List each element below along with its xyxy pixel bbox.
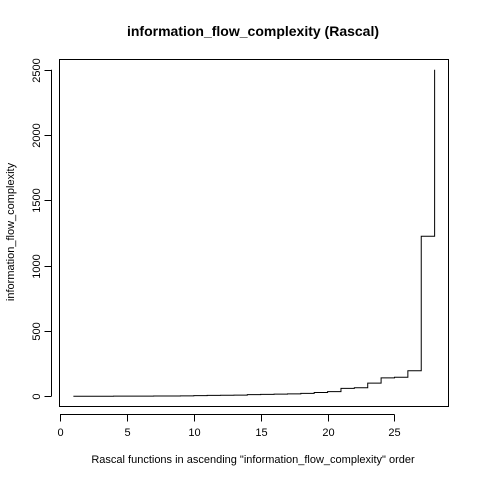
chart-title: information_flow_complexity (Rascal): [127, 23, 379, 39]
y-tick-label: 2000: [31, 123, 43, 147]
x-axis: 0 5 10 15 20 25: [57, 414, 401, 439]
x-tick-label: 25: [388, 427, 400, 439]
x-tick-label: 20: [322, 427, 334, 439]
y-tick-label: 500: [31, 322, 43, 340]
plot-area: [59, 59, 449, 407]
x-tick-label: 15: [255, 427, 267, 439]
x-tick-label: 10: [188, 427, 200, 439]
series: [73, 69, 436, 397]
y-tick-label: 2500: [31, 58, 43, 82]
x-axis-label: Rascal functions in ascending "informati…: [91, 454, 415, 466]
series-line: [73, 69, 436, 397]
y-tick-label: 1500: [31, 188, 43, 212]
y-axis-label: information_flow_complexity: [5, 162, 17, 301]
x-tick-label: 5: [124, 427, 130, 439]
x-tick-label: 0: [57, 427, 63, 439]
y-axis: 0 500 1000 1500 2000 2500: [31, 58, 52, 400]
y-tick-label: 1000: [31, 254, 43, 278]
y-tick-label: 0: [31, 393, 43, 399]
